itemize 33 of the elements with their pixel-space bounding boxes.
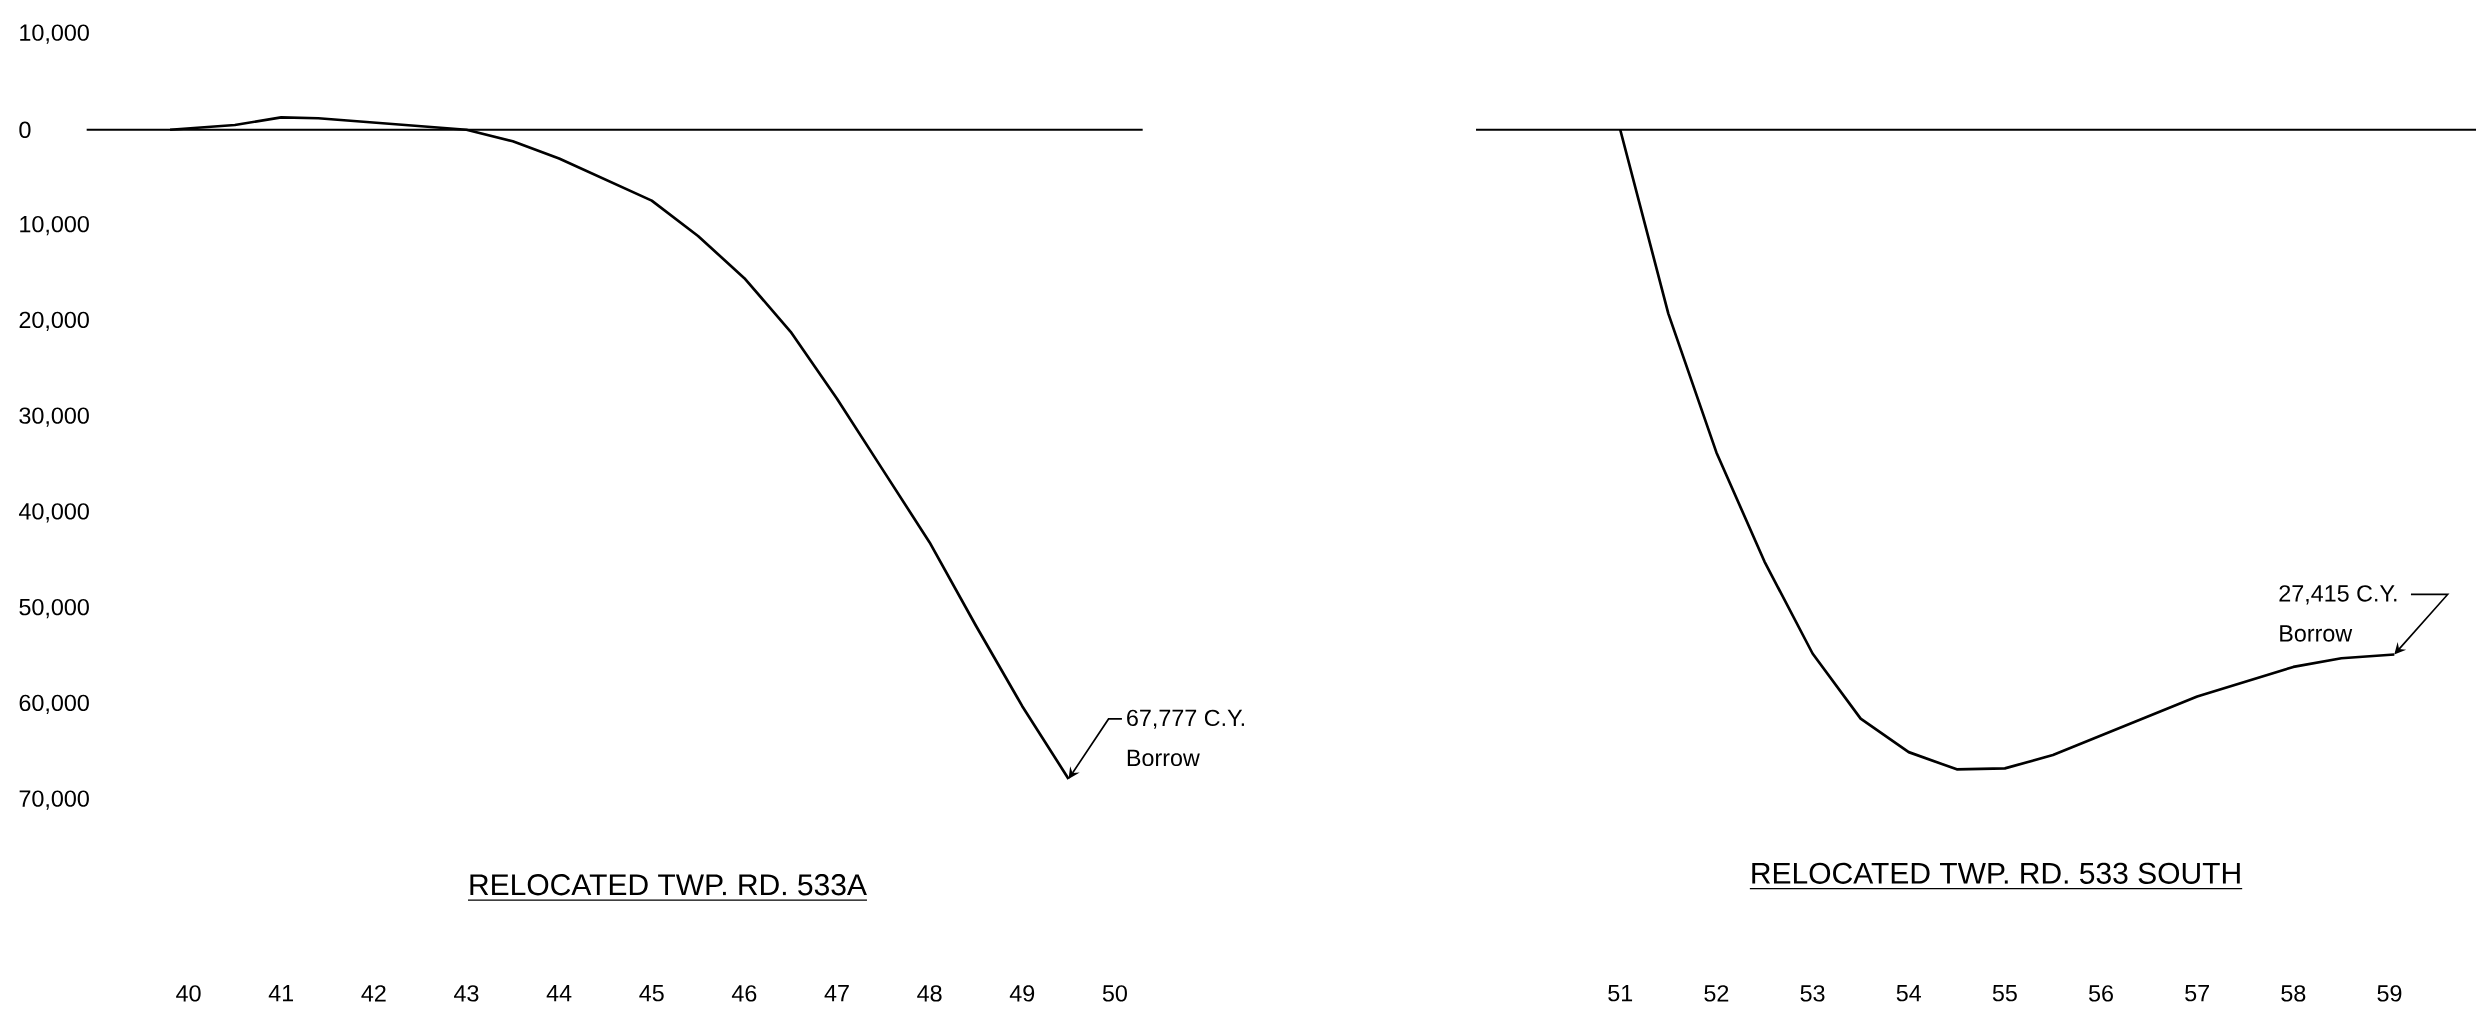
x-tick-label: 55 [1992, 985, 2017, 1002]
y-tick-label: 20,000 [19, 311, 89, 331]
x-tick-label: 42 [361, 985, 386, 1002]
text: RELOCATED TWP. RD. 533A [470, 874, 867, 896]
x-tick-label: 45 [639, 985, 664, 1002]
y-tick-label: 40,000 [18, 503, 89, 523]
text: RELOCATED TWP. RD. 533 SOUTH [1752, 862, 2240, 884]
x-tick-label: 50 [1102, 985, 1127, 1002]
x-tick-label: 40 [176, 985, 201, 1002]
x-tick-label: 46 [731, 985, 757, 1002]
x-tick-label: 49 [1009, 985, 1035, 1002]
x-tick-label: 59 [2377, 985, 2402, 1002]
x-tick-label: 47 [824, 985, 849, 1002]
x-tick-label: 58 [2281, 985, 2306, 1002]
x-tick-label: 56 [2088, 985, 2113, 1002]
y-tick-label: 10,000 [20, 24, 89, 44]
y-tick-label: 70,000 [19, 790, 89, 810]
x-tick-label: 54 [1896, 985, 1921, 1002]
x-tick-label: 53 [1800, 985, 1825, 1002]
x-tick-label: 44 [546, 985, 572, 1002]
y-tick-label: 50,000 [19, 598, 89, 619]
y-tick-label: 60,000 [19, 694, 89, 714]
annotation: 27,415 C.Y. Borrow [2279, 585, 2397, 642]
x-tick-label: 43 [454, 985, 479, 1002]
y-tick-label: 10,000 [20, 215, 89, 236]
x-tick-label: 57 [2185, 985, 2209, 1002]
y-tick-label: 30,000 [19, 407, 89, 427]
x-tick-label: 48 [917, 985, 942, 1002]
x-tick-label: 41 [268, 985, 294, 1002]
y-tick-label: 0 [19, 121, 31, 138]
x-tick-label: 51 [1608, 985, 1633, 1002]
annotation: 67,777 C.Y. Borrow [1127, 709, 1244, 767]
x-tick-label: 52 [1704, 985, 1729, 1002]
